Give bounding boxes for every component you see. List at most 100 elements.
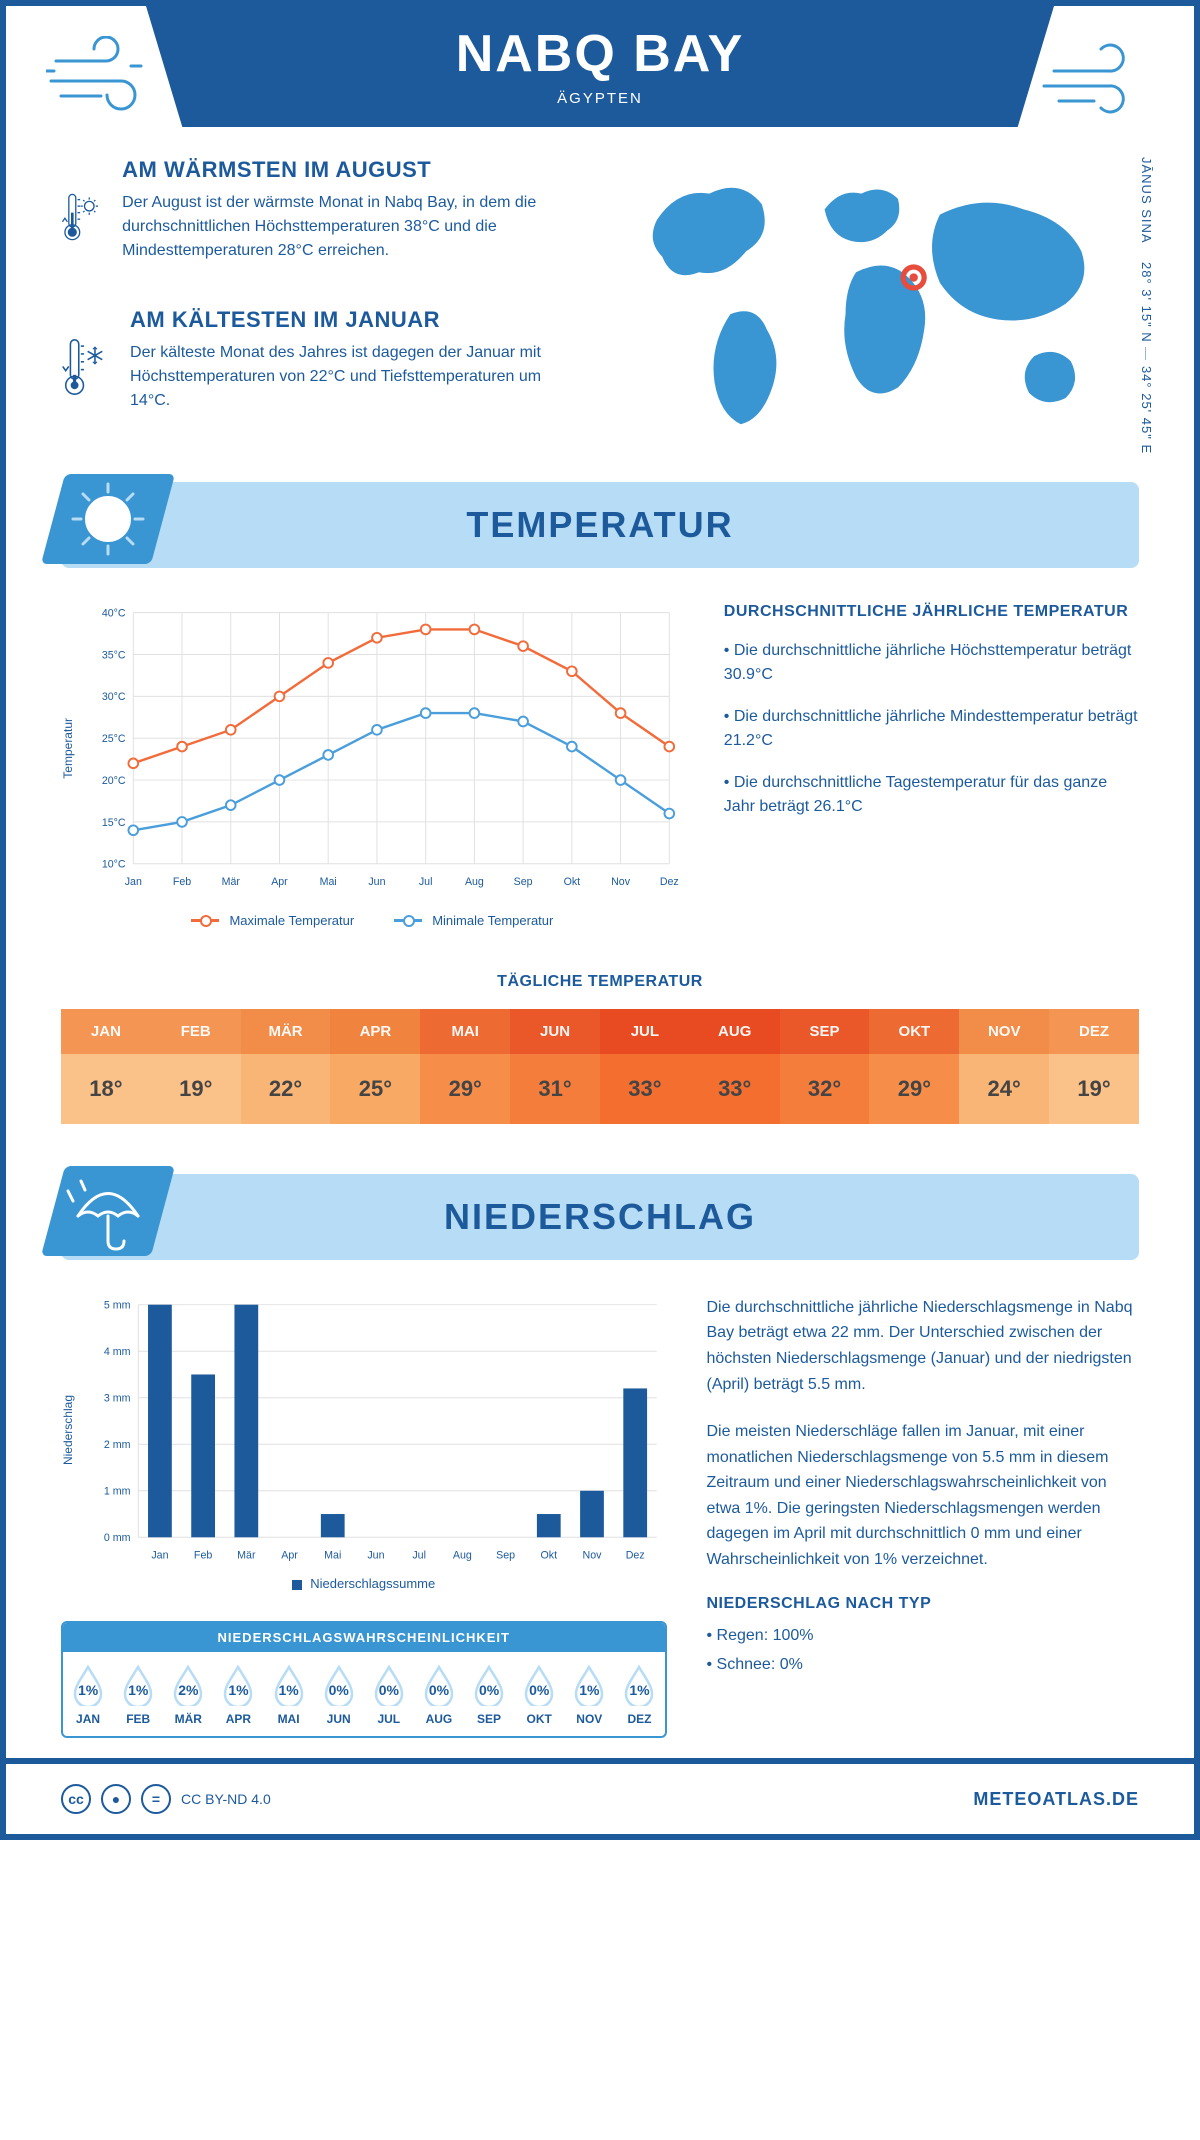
temp-bullet: • Die durchschnittliche jährliche Mindes… [724,705,1139,753]
section-header-precipitation: NIEDERSCHLAG [61,1174,1139,1260]
svg-text:Jul: Jul [412,1549,426,1561]
thermometer-snow-icon [61,307,108,427]
precip-type-item: • Regen: 100% [707,1623,1140,1649]
warm-title: AM WÄRMSTEN IM AUGUST [122,157,585,183]
temp-bullet: • Die durchschnittliche Tagestemperatur … [724,771,1139,819]
svg-text:2 mm: 2 mm [104,1439,131,1451]
header: NABQ BAY ÄGYPTEN [146,6,1054,127]
svg-text:Jun: Jun [367,1549,384,1561]
cold-text: Der kälteste Monat des Jahres ist dagege… [130,341,585,413]
warmest-block: AM WÄRMSTEN IM AUGUST Der August ist der… [61,157,585,277]
prob-cell: 2%MÄR [163,1652,213,1736]
temp-bullet: • Die durchschnittliche jährliche Höchst… [724,639,1139,687]
umbrella-icon [53,1166,163,1256]
svg-text:Apr: Apr [281,1549,298,1561]
temperature-chart-svg: 10°C15°C20°C25°C30°C35°C40°CJanFebMärApr… [85,603,684,893]
svg-text:Sep: Sep [496,1549,515,1561]
temperature-title: TEMPERATUR [61,504,1139,546]
svg-text:Jan: Jan [125,876,142,888]
wind-icon [46,36,166,116]
wind-icon [1034,36,1154,116]
daily-col: SEP32° [780,1009,870,1124]
svg-text:10°C: 10°C [102,859,126,871]
sun-icon [53,474,163,564]
license: cc ● = CC BY-ND 4.0 [61,1784,271,1814]
temp-info-title: DURCHSCHNITTLICHE JÄHRLICHE TEMPERATUR [724,603,1139,621]
precipitation-info: Die durchschnittliche jährliche Niedersc… [707,1295,1140,1738]
prob-cell: 1%FEB [113,1652,163,1736]
daily-col: AUG33° [690,1009,780,1124]
coldest-block: AM KÄLTESTEN IM JANUAR Der kälteste Mona… [61,307,585,427]
precipitation-chart-svg: 0 mm1 mm2 mm3 mm4 mm5 mmJanFebMärAprMaiJ… [85,1295,667,1566]
svg-text:Sep: Sep [514,876,533,888]
daily-col: APR25° [330,1009,420,1124]
page-subtitle: ÄGYPTEN [146,90,1054,107]
svg-text:Mär: Mär [222,876,241,888]
prob-cell: 0%AUG [414,1652,464,1736]
svg-text:35°C: 35°C [102,649,126,661]
svg-text:1 mm: 1 mm [104,1485,131,1497]
coordinates: JĀNUS SINA 28° 3' 15" N — 34° 25' 45" E [1139,157,1154,454]
svg-text:40°C: 40°C [102,608,126,620]
svg-text:15°C: 15°C [102,817,126,829]
infographic-container: NABQ BAY ÄGYPTEN AM WÄRMSTE [0,0,1200,1840]
prob-cell: 1%MAI [264,1652,314,1736]
precip-type-item: • Schnee: 0% [707,1652,1140,1678]
daily-col: FEB19° [151,1009,241,1124]
prob-cell: 1%APR [213,1652,263,1736]
precipitation-title: NIEDERSCHLAG [61,1196,1139,1238]
brand: METEOATLAS.DE [973,1789,1139,1810]
precip-legend: Niederschlagssumme [61,1576,667,1591]
footer: cc ● = CC BY-ND 4.0 METEOATLAS.DE [6,1758,1194,1834]
svg-text:Mär: Mär [237,1549,256,1561]
svg-text:Okt: Okt [540,1549,557,1561]
svg-text:Jun: Jun [368,876,385,888]
daily-col: MAI29° [420,1009,510,1124]
prob-cell: 0%OKT [514,1652,564,1736]
svg-text:Jan: Jan [151,1549,168,1561]
temperature-legend: Maximale Temperatur Minimale Temperatur [61,913,684,928]
prob-cell: 1%DEZ [614,1652,664,1736]
svg-text:Jul: Jul [419,876,433,888]
prob-cell: 0%JUN [314,1652,364,1736]
svg-text:Mai: Mai [324,1549,341,1561]
daily-col: JUL33° [600,1009,690,1124]
temperature-line-chart: Temperatur 10°C15°C20°C25°C30°C35°C40°CJ… [61,603,684,928]
svg-text:Apr: Apr [271,876,288,888]
precipitation-probability-box: NIEDERSCHLAGSWAHRSCHEINLICHKEIT 1%JAN1%F… [61,1621,667,1738]
svg-text:3 mm: 3 mm [104,1392,131,1404]
by-icon: ● [101,1784,131,1814]
precip-text-1: Die durchschnittliche jährliche Niedersc… [707,1295,1140,1397]
svg-text:Nov: Nov [611,876,631,888]
intro-section: AM WÄRMSTEN IM AUGUST Der August ist der… [6,127,1194,467]
daily-col: NOV24° [959,1009,1049,1124]
temp-ylabel: Temperatur [61,718,75,779]
prob-cell: 1%JAN [63,1652,113,1736]
precip-ylabel: Niederschlag [61,1395,75,1465]
svg-text:20°C: 20°C [102,775,126,787]
precip-by-type-title: NIEDERSCHLAG NACH TYP [707,1595,1140,1613]
cc-icon: cc [61,1784,91,1814]
temperature-info: DURCHSCHNITTLICHE JÄHRLICHE TEMPERATUR •… [724,603,1139,928]
thermometer-sun-icon [61,157,100,277]
prob-cell: 0%SEP [464,1652,514,1736]
svg-text:Mai: Mai [320,876,337,888]
nd-icon: = [141,1784,171,1814]
daily-col: OKT29° [869,1009,959,1124]
svg-text:30°C: 30°C [102,691,126,703]
svg-text:Aug: Aug [453,1549,472,1561]
cold-title: AM KÄLTESTEN IM JANUAR [130,307,585,333]
warm-text: Der August ist der wärmste Monat in Nabq… [122,191,585,263]
page-title: NABQ BAY [146,24,1054,84]
section-header-temperature: TEMPERATUR [61,482,1139,568]
prob-cell: 0%JUL [364,1652,414,1736]
precip-text-2: Die meisten Niederschläge fallen im Janu… [707,1419,1140,1573]
svg-text:Feb: Feb [173,876,191,888]
svg-text:Nov: Nov [583,1549,603,1561]
daily-col: DEZ19° [1049,1009,1139,1124]
prob-cell: 1%NOV [564,1652,614,1736]
daily-col: MÄR22° [241,1009,331,1124]
svg-text:Aug: Aug [465,876,484,888]
svg-text:Dez: Dez [626,1549,645,1561]
svg-text:4 mm: 4 mm [104,1346,131,1358]
